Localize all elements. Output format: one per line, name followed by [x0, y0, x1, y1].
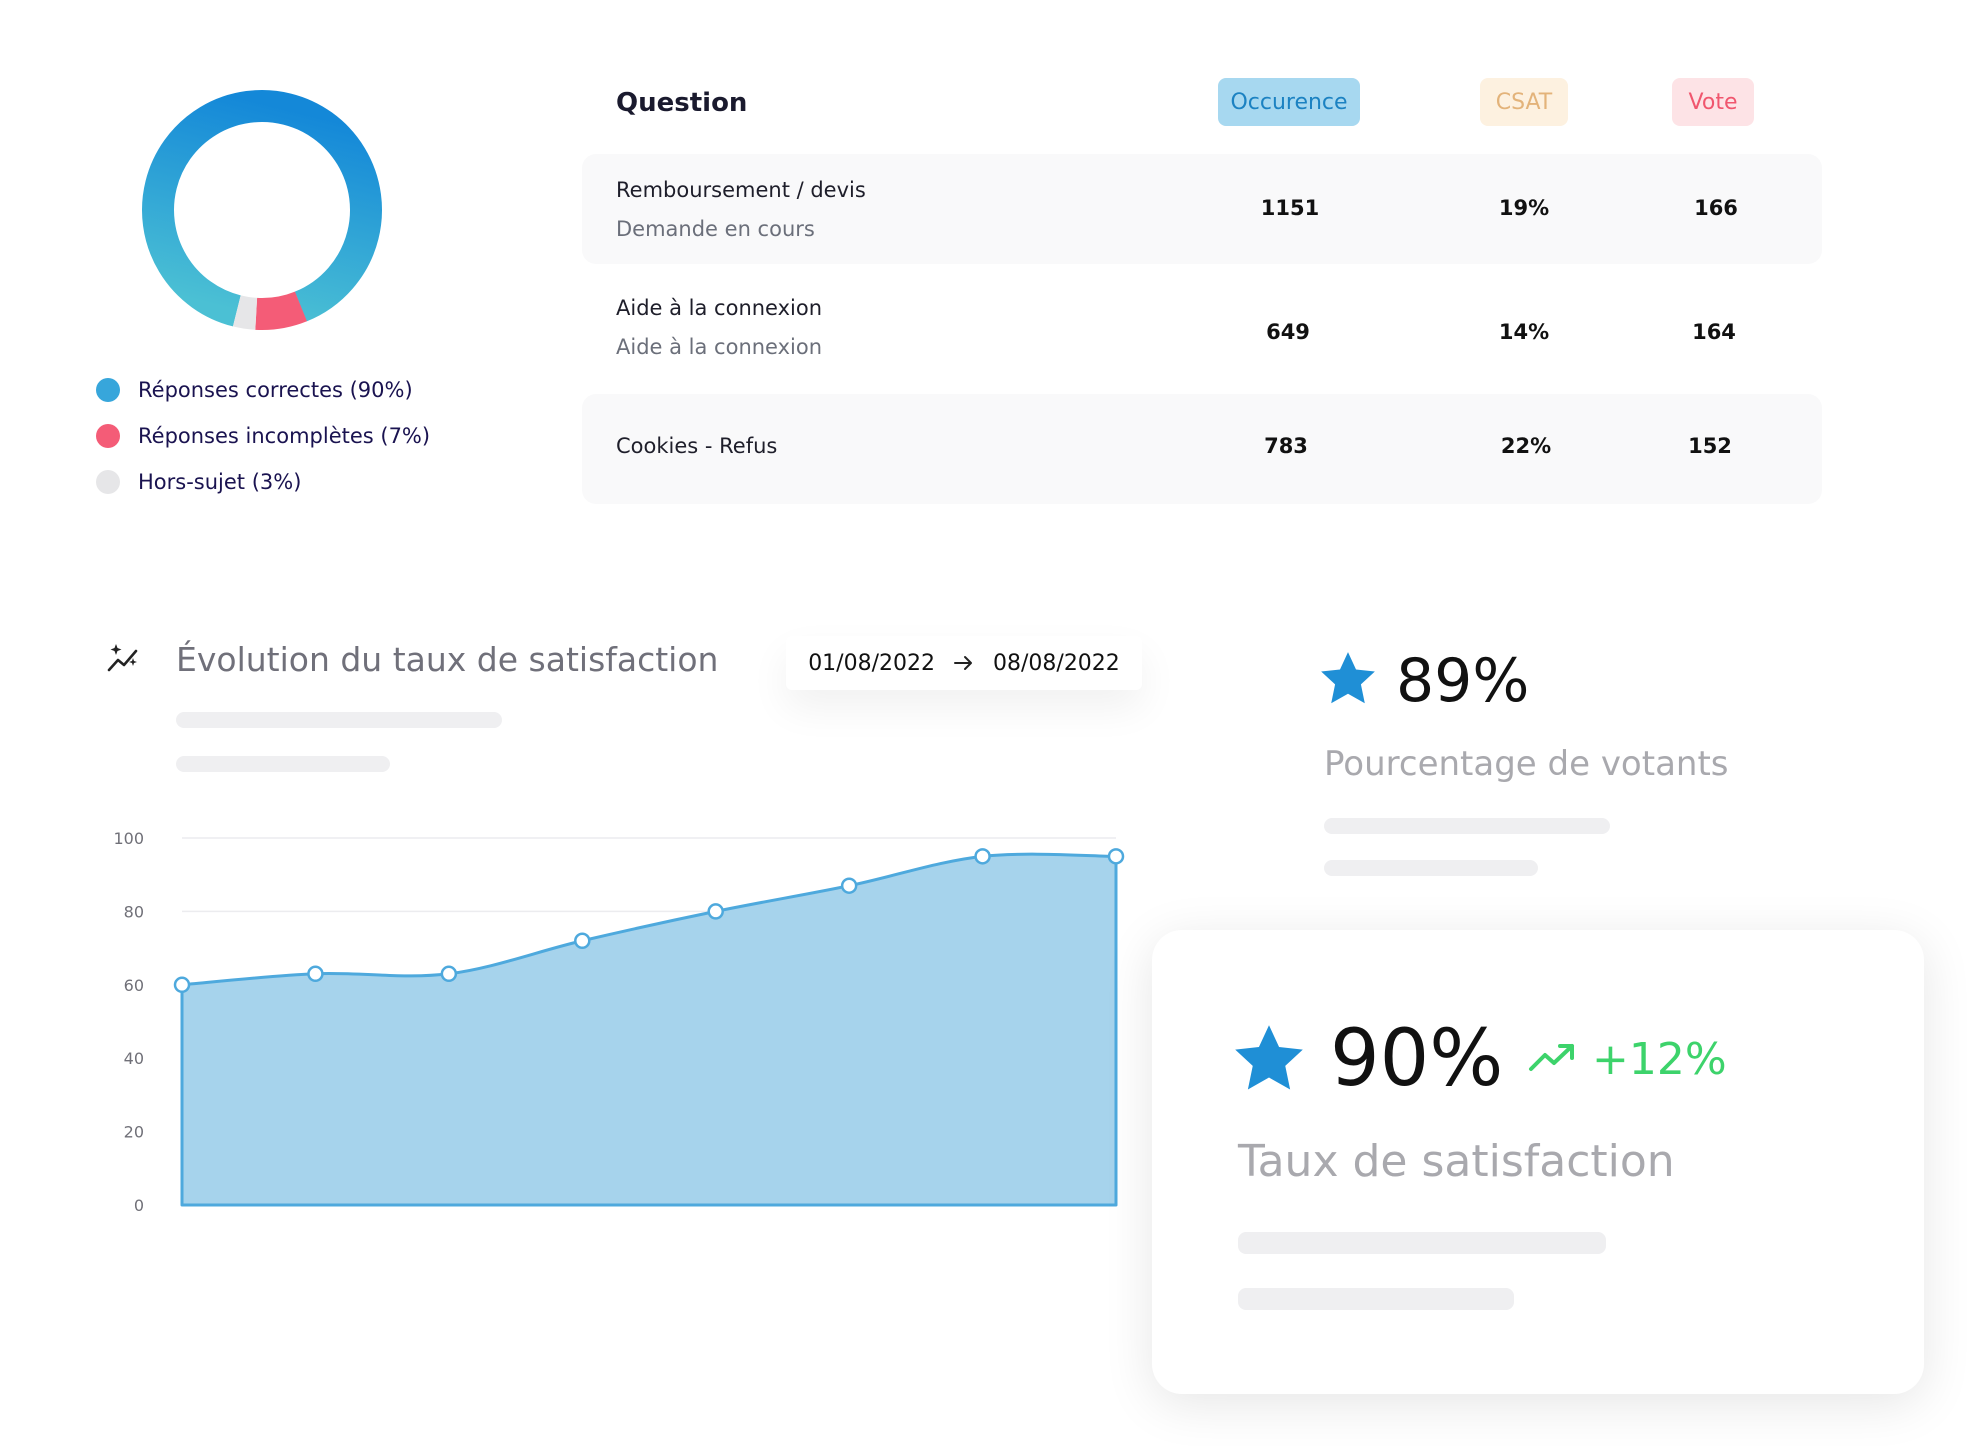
legend-label: Réponses incomplètes (7%): [138, 424, 431, 448]
skeleton-line: [1238, 1232, 1606, 1254]
cell-occurence: 649: [1266, 320, 1310, 344]
cell-vote: 166: [1694, 196, 1738, 220]
table-row-bg: [582, 394, 1822, 504]
y-tick-label: 40: [124, 1049, 144, 1068]
votants-label: Pourcentage de votants: [1324, 744, 1729, 784]
table-row-bg: [582, 154, 1822, 264]
legend-item-correctes: Réponses correctes (90%): [96, 378, 413, 402]
cell-occurence: 1151: [1260, 196, 1320, 220]
star-icon: [1235, 1025, 1303, 1090]
slice-incompletes: [142, 89, 382, 330]
donut-chart: [142, 89, 382, 330]
column-header-occurence[interactable]: Occurence: [1218, 78, 1360, 126]
data-point[interactable]: [840, 877, 858, 894]
data-point[interactable]: [440, 965, 458, 983]
skeleton-line: [1238, 1288, 1514, 1310]
row-title: Cookies - Refus: [616, 434, 778, 458]
date-to: 08/08/2022: [993, 650, 1120, 676]
cell-csat: 14%: [1498, 320, 1550, 344]
votants-value: 89%: [1396, 646, 1530, 716]
cell-csat: 19%: [1498, 196, 1550, 220]
data-point[interactable]: [707, 903, 724, 920]
row-subtitle: Aide à la connexion: [616, 335, 823, 359]
skeleton-line: [176, 712, 502, 728]
arrow-right-icon: [954, 656, 972, 670]
y-tick-label: 60: [124, 976, 144, 995]
legend-item-incompletes: Réponses incomplètes (7%): [96, 424, 430, 448]
legend-label: Hors-sujet (3%): [138, 470, 302, 494]
data-point[interactable]: [574, 932, 591, 950]
date-from: 01/08/2022: [808, 650, 935, 676]
satisfaction-value: 90%: [1330, 1014, 1504, 1104]
area-series: [180, 852, 1118, 1207]
slice-correctes: [142, 90, 382, 330]
y-tick-label: 0: [134, 1196, 144, 1215]
date-range-picker[interactable]: 01/08/2022 08/08/2022: [786, 636, 1142, 690]
data-point[interactable]: [974, 848, 991, 865]
cell-vote: 152: [1688, 434, 1732, 458]
legend-dot: [96, 470, 120, 494]
satisfaction-label: Taux de satisfaction: [1238, 1136, 1675, 1187]
cell-occurence: 783: [1264, 434, 1308, 458]
data-point[interactable]: [307, 965, 324, 983]
sparkle-chart-icon: [107, 644, 138, 672]
trend-up-icon: [1529, 1044, 1574, 1071]
satisfaction-card: [1152, 930, 1924, 1394]
legend-dot: [96, 424, 120, 448]
data-point[interactable]: [1107, 848, 1125, 865]
column-header-csat[interactable]: CSAT: [1480, 78, 1568, 126]
column-header-vote[interactable]: Vote: [1672, 78, 1754, 126]
cell-vote: 164: [1692, 320, 1736, 344]
skeleton-line: [176, 756, 390, 772]
y-tick-label: 100: [113, 829, 144, 848]
star-icon: [1321, 652, 1375, 704]
row-title: Remboursement / devis: [616, 178, 866, 202]
area-chart: 0 20 40 60 80 100: [113, 829, 1125, 1215]
column-header-question: Question: [616, 88, 748, 118]
skeleton-line: [1324, 818, 1610, 834]
legend-dot: [96, 378, 120, 402]
y-tick-label: 80: [124, 902, 144, 921]
legend-item-hors-sujet: Hors-sujet (3%): [96, 470, 301, 494]
skeleton-line: [1324, 860, 1538, 876]
y-tick-label: 20: [124, 1123, 144, 1142]
legend-label: Réponses correctes (90%): [138, 378, 413, 402]
satisfaction-trend: +12%: [1592, 1034, 1727, 1085]
cell-csat: 22%: [1500, 434, 1552, 458]
chart-title: Évolution du taux de satisfaction: [176, 640, 719, 679]
data-point[interactable]: [173, 976, 191, 994]
row-subtitle: Demande en cours: [616, 217, 815, 241]
row-title: Aide à la connexion: [616, 296, 823, 320]
